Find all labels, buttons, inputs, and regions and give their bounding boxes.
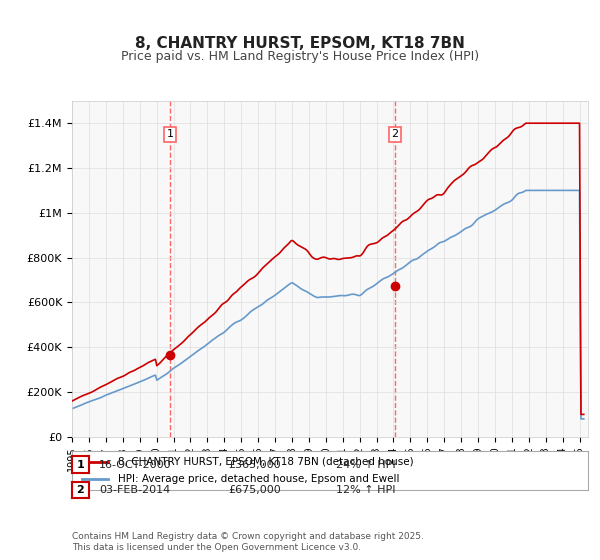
Text: £365,000: £365,000 [228,460,281,470]
Text: 8, CHANTRY HURST, EPSOM, KT18 7BN: 8, CHANTRY HURST, EPSOM, KT18 7BN [135,36,465,52]
Text: 16-OCT-2000: 16-OCT-2000 [99,460,172,470]
Text: 1: 1 [166,129,173,139]
Text: 12% ↑ HPI: 12% ↑ HPI [336,485,395,495]
Text: 2: 2 [391,129,398,139]
Text: 03-FEB-2014: 03-FEB-2014 [99,485,170,495]
Text: £675,000: £675,000 [228,485,281,495]
Text: 24% ↑ HPI: 24% ↑ HPI [336,460,395,470]
Text: Price paid vs. HM Land Registry's House Price Index (HPI): Price paid vs. HM Land Registry's House … [121,50,479,63]
Text: 8, CHANTRY HURST, EPSOM, KT18 7BN (detached house): 8, CHANTRY HURST, EPSOM, KT18 7BN (detac… [118,457,414,467]
Text: HPI: Average price, detached house, Epsom and Ewell: HPI: Average price, detached house, Epso… [118,474,400,484]
Text: Contains HM Land Registry data © Crown copyright and database right 2025.
This d: Contains HM Land Registry data © Crown c… [72,532,424,552]
Text: 1: 1 [77,460,84,470]
Text: 2: 2 [77,485,84,495]
